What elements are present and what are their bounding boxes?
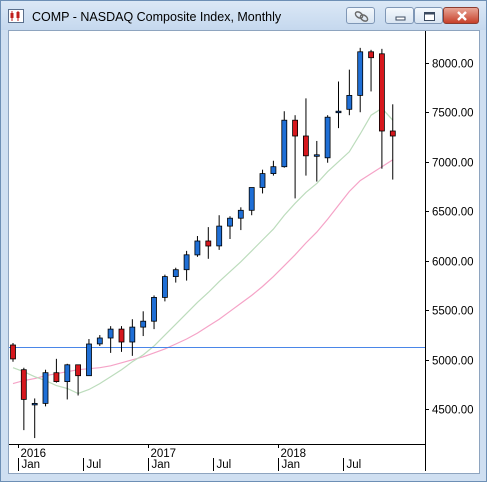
candle-up: [151, 296, 157, 322]
maximize-icon: [424, 12, 435, 21]
candle-down: [20, 369, 27, 400]
candles: [10, 47, 396, 439]
candle-up: [140, 320, 147, 328]
title-bar[interactable]: COMP - NASDAQ Composite Index, Monthly: [1, 1, 486, 30]
price-tick-label: 7000.00: [432, 158, 474, 170]
candle-up: [324, 116, 331, 159]
candle-down: [118, 328, 125, 343]
minimize-button[interactable]: [385, 7, 414, 24]
chart-area: 8000.00 7500.00 7000.00 6500.00 6000.00 5500.…: [8, 30, 480, 474]
month-label: Jul: [87, 459, 102, 471]
candle-up: [183, 254, 190, 271]
candle-down: [292, 119, 299, 137]
price-tick-label: 6000.00: [432, 257, 474, 269]
candle-up: [194, 240, 201, 256]
plot-frame: [9, 31, 478, 472]
plot-background: [9, 31, 478, 472]
candle-up: [346, 95, 353, 110]
month-label: Jul: [217, 459, 232, 471]
price-tick-label: 5000.00: [432, 356, 474, 368]
candle-up: [281, 119, 288, 168]
price-tick-label: 7500.00: [432, 108, 474, 120]
year-label: 2018: [281, 448, 307, 460]
year-label: 2016: [21, 448, 47, 460]
candlestick-chart[interactable]: 8000.00 7500.00 7000.00 6500.00 6000.00 5500.…: [9, 31, 479, 473]
close-icon: [457, 11, 467, 21]
minimize-icon: [395, 16, 406, 21]
candle-down: [75, 364, 81, 377]
moving-average-short-line: [12, 107, 394, 395]
candle-up: [96, 337, 103, 345]
window-title: COMP - NASDAQ Composite Index, Monthly: [32, 10, 282, 24]
price-tick-label: 8000.00: [432, 59, 474, 71]
candle-up: [86, 343, 92, 377]
candle-up: [216, 225, 223, 247]
month-label: Jan: [282, 459, 301, 471]
link-icon: [354, 11, 369, 22]
year-label: 2017: [151, 448, 177, 460]
candle-down: [368, 51, 375, 59]
candle-down: [53, 372, 60, 383]
candle-up: [248, 187, 255, 211]
candle-up: [42, 372, 49, 404]
candle-up: [259, 173, 266, 188]
price-tick-label: 6500.00: [432, 207, 474, 219]
close-button[interactable]: [443, 7, 479, 24]
month-label: Jan: [152, 459, 171, 471]
candlestick-app-icon: [8, 9, 24, 23]
candle-up: [335, 110, 342, 114]
candle-up: [313, 154, 320, 157]
candle-up: [237, 209, 244, 219]
link-button[interactable]: [346, 7, 375, 24]
price-tick-label: 4500.00: [432, 405, 474, 417]
candle-up: [107, 328, 114, 339]
candle-up: [172, 269, 179, 277]
month-label: Jul: [347, 459, 362, 471]
candle-down: [10, 344, 16, 360]
candle-up: [161, 276, 168, 298]
candle-down: [302, 135, 309, 157]
candle-up: [129, 326, 136, 343]
candle-up: [357, 51, 364, 96]
month-label: Jan: [22, 459, 41, 471]
price-axis: 8000.00 7500.00 7000.00 6500.00 6000.00 5500.…: [425, 59, 474, 417]
candle-down: [205, 240, 212, 247]
candle-up: [270, 166, 277, 174]
candle-up: [31, 402, 38, 406]
candle-down: [389, 130, 396, 137]
candle-up: [64, 364, 71, 382]
price-tick-label: 5500.00: [432, 306, 474, 318]
maximize-button[interactable]: [414, 7, 443, 24]
candle-down: [378, 53, 385, 132]
candle-up: [227, 217, 233, 227]
